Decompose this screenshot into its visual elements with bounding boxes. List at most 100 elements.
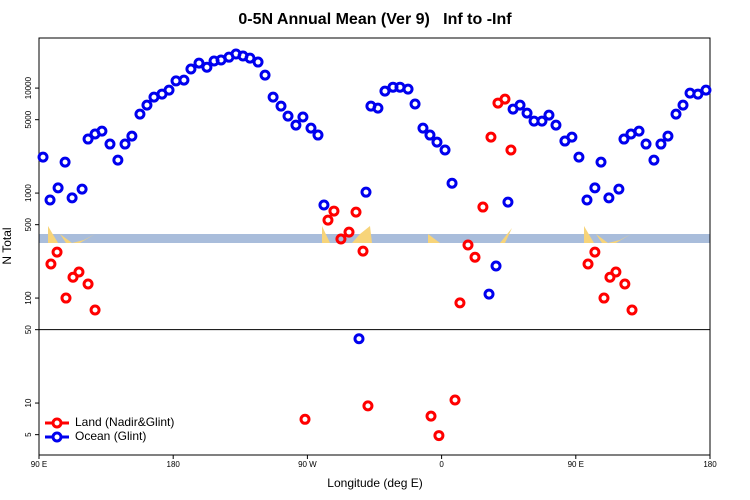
point (353, 333, 365, 345)
plot-frame (38, 37, 711, 456)
point (193, 57, 205, 69)
point (67, 271, 79, 283)
point (76, 183, 88, 195)
chart-title: 0-5N Annual Mean (Ver 9) Inf to -Inf (238, 11, 512, 28)
point (282, 110, 294, 122)
point (677, 99, 689, 111)
point (362, 400, 374, 412)
point (477, 201, 489, 213)
legend-label: Ocean (Glint) (75, 429, 146, 443)
point (485, 131, 497, 143)
point (60, 292, 72, 304)
point (424, 129, 436, 141)
y-tick-label: 1000 (24, 184, 33, 202)
x-tick-label: 90 E (31, 460, 47, 469)
point (299, 413, 311, 425)
point (633, 125, 645, 137)
point (51, 246, 63, 258)
point (626, 304, 638, 316)
point (490, 260, 502, 272)
point (692, 88, 704, 100)
point (259, 69, 271, 81)
point (73, 266, 85, 278)
point (483, 288, 495, 300)
point (454, 297, 466, 309)
point (700, 84, 712, 96)
point (44, 194, 56, 206)
point (582, 258, 594, 270)
point (134, 108, 146, 120)
point (112, 154, 124, 166)
point (66, 192, 78, 204)
legend-marker (51, 431, 63, 443)
y-tick-label: 5000 (24, 110, 33, 128)
point (417, 122, 429, 134)
point (431, 136, 443, 148)
point (648, 154, 660, 166)
point (662, 130, 674, 142)
y-axis-label: N Total (0, 227, 14, 264)
point (505, 144, 517, 156)
point (595, 156, 607, 168)
point (655, 138, 667, 150)
point (201, 61, 213, 73)
point (305, 122, 317, 134)
point (670, 108, 682, 120)
point (312, 129, 324, 141)
point (598, 292, 610, 304)
y-tick-label: 50 (24, 325, 33, 334)
point (425, 410, 437, 422)
point (502, 196, 514, 208)
point (59, 156, 71, 168)
point (119, 138, 131, 150)
x-tick-label: 0 (439, 460, 444, 469)
point (469, 251, 481, 263)
y-tick-label: 100 (24, 291, 33, 305)
point (449, 394, 461, 406)
point (566, 131, 578, 143)
y-tick-label: 500 (24, 217, 33, 231)
point (244, 52, 256, 64)
point (439, 144, 451, 156)
point (536, 115, 548, 127)
x-tick-label: 90 E (568, 460, 584, 469)
map-strip (39, 226, 710, 243)
point (104, 138, 116, 150)
point (335, 233, 347, 245)
point (603, 192, 615, 204)
point (322, 214, 334, 226)
point (178, 74, 190, 86)
point (521, 107, 533, 119)
y-tick-label: 5 (24, 432, 33, 437)
point (89, 304, 101, 316)
point (372, 102, 384, 114)
point (267, 91, 279, 103)
point (126, 130, 138, 142)
legend-marker (51, 417, 63, 429)
point (357, 245, 369, 257)
point (446, 177, 458, 189)
point (45, 258, 57, 270)
series (45, 93, 638, 442)
point (589, 182, 601, 194)
point (275, 100, 287, 112)
y-tick-label: 10 (24, 398, 33, 407)
x-tick-label: 90 W (298, 460, 317, 469)
point (462, 239, 474, 251)
point (514, 99, 526, 111)
point (543, 109, 555, 121)
x-tick-label: 180 (167, 460, 181, 469)
point (82, 133, 94, 145)
x-tick-label: 180 (703, 460, 717, 469)
point (581, 194, 593, 206)
point (252, 56, 264, 68)
y-tick-label: 10000 (24, 76, 33, 99)
point (185, 63, 197, 75)
legend-label: Land (Nadir&Glint) (75, 415, 174, 429)
point (290, 119, 302, 131)
point (640, 138, 652, 150)
point (141, 99, 153, 111)
point (604, 271, 616, 283)
point (82, 278, 94, 290)
